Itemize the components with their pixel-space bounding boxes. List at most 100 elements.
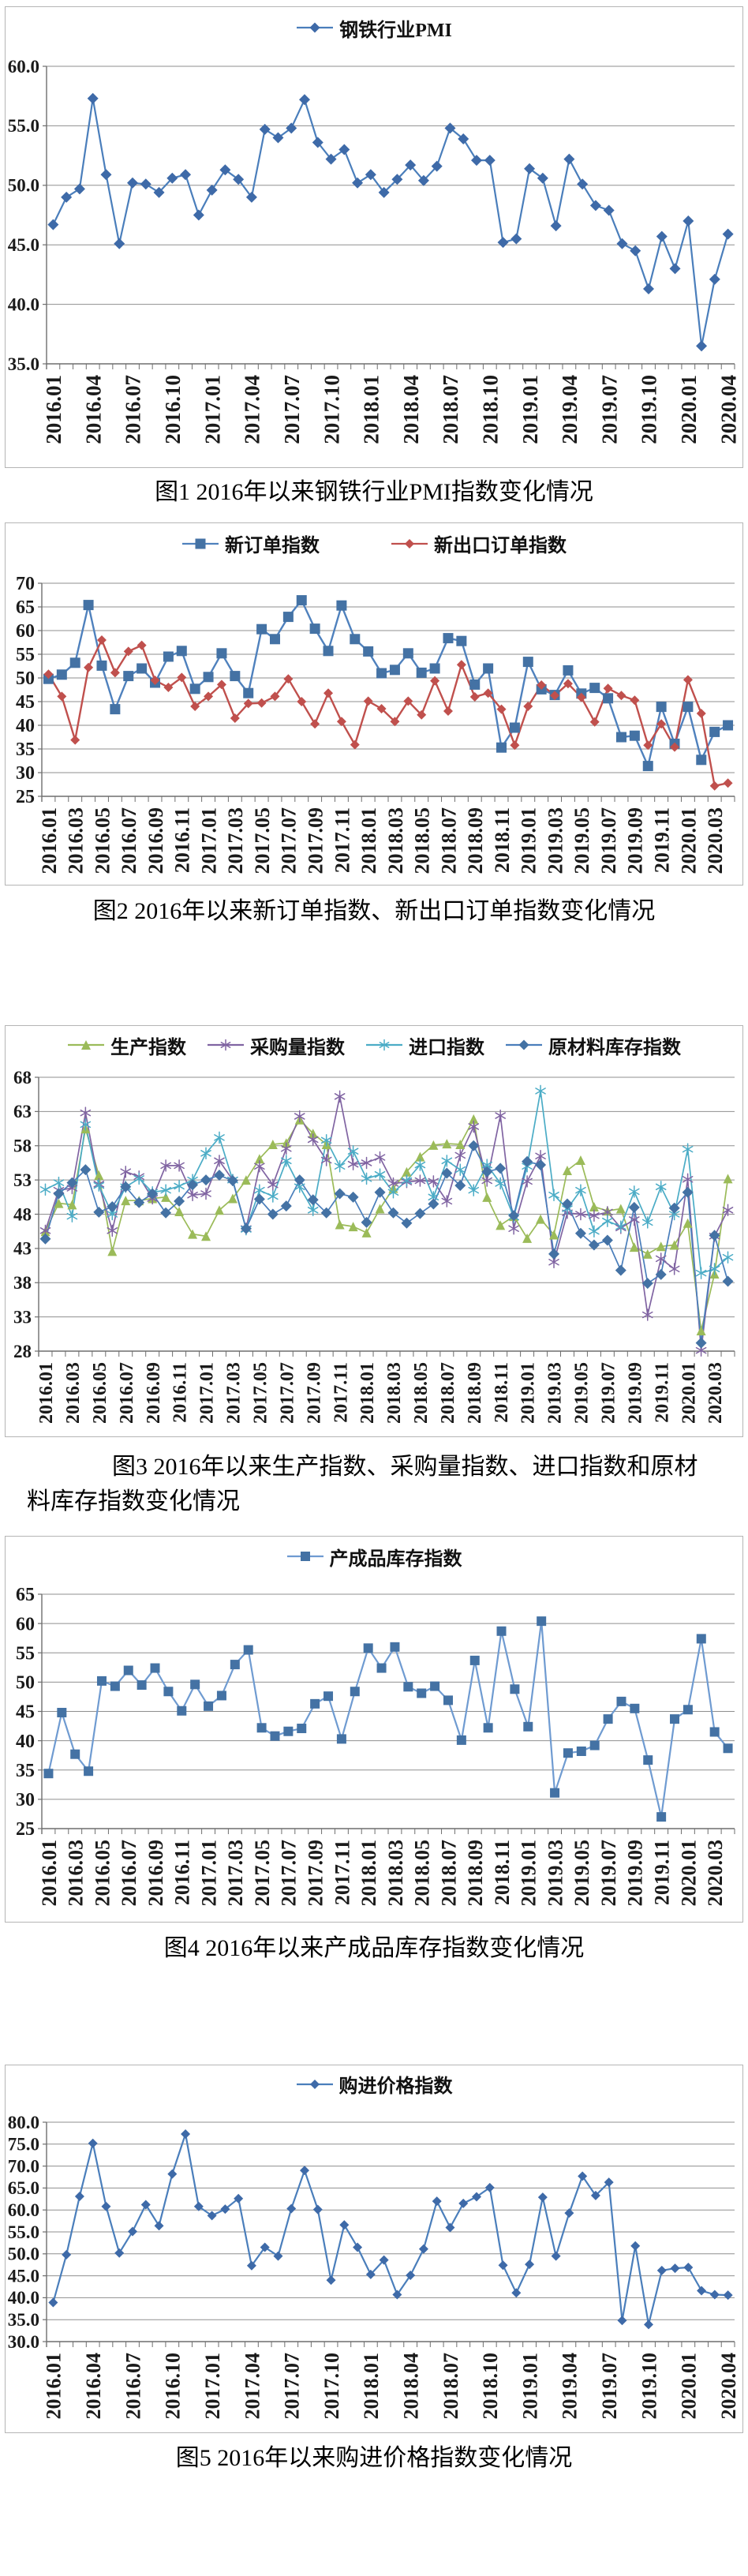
svg-text:2018.05: 2018.05 <box>411 1840 434 1907</box>
svg-text:58: 58 <box>13 1136 32 1156</box>
svg-text:2017.11: 2017.11 <box>331 807 353 873</box>
svg-text:40: 40 <box>16 716 35 736</box>
figure-4-caption: 图4 2016年以来产成品库存指数变化情况 <box>163 1935 585 1961</box>
svg-text:48: 48 <box>13 1204 32 1224</box>
svg-text:55: 55 <box>16 645 35 665</box>
legend-marker-square-icon <box>182 538 219 549</box>
svg-text:2019.09: 2019.09 <box>624 807 647 874</box>
svg-text:2020.04: 2020.04 <box>716 375 740 444</box>
svg-text:25: 25 <box>16 787 35 807</box>
report-page: 钢铁行业PMI 60.0 55.0 50.0 45.0 40.0 35.0 2016.01 2… <box>5 6 743 2473</box>
figure-1-frame: 钢铁行业PMI 60.0 55.0 50.0 45.0 40.0 35.0 2016.01 2… <box>5 6 743 468</box>
svg-text:2018.07: 2018.07 <box>439 375 462 444</box>
svg-text:2017.04: 2017.04 <box>241 375 264 444</box>
chart-5-legend: 购进价格指数 <box>6 2065 742 2103</box>
svg-text:55.0: 55.0 <box>8 116 39 136</box>
svg-text:2019.01: 2019.01 <box>518 1840 540 1907</box>
svg-text:2016.03: 2016.03 <box>65 807 88 874</box>
svg-text:60: 60 <box>16 1614 35 1634</box>
chart-3-plot: 68 63 58 53 48 43 38 33 28 2016.01 2016.03 2016.05 2… <box>6 1064 742 1436</box>
chart-1-plot: 60.0 55.0 50.0 45.0 40.0 35.0 2016.01 2016.04 20… <box>6 48 742 467</box>
svg-text:60: 60 <box>16 621 35 642</box>
svg-text:2017.04: 2017.04 <box>241 2353 264 2420</box>
svg-text:53: 53 <box>13 1170 32 1190</box>
svg-text:2018.11: 2018.11 <box>491 807 514 873</box>
svg-text:2019.01: 2019.01 <box>518 375 542 444</box>
svg-text:65: 65 <box>16 1585 35 1605</box>
svg-text:2018.03: 2018.03 <box>384 1840 407 1907</box>
svg-text:2017.07: 2017.07 <box>280 375 304 444</box>
svg-text:35: 35 <box>16 739 35 760</box>
chart-3-legend: 生产指数 采购量指数 进口指数 原材料库存指数 <box>6 1026 742 1064</box>
svg-text:63: 63 <box>13 1102 32 1121</box>
svg-text:2019.03: 2019.03 <box>544 807 567 874</box>
svg-text:2018.07: 2018.07 <box>439 2353 462 2420</box>
svg-text:2016.01: 2016.01 <box>36 1362 57 1424</box>
svg-text:2016.07: 2016.07 <box>122 2353 144 2420</box>
svg-text:2016.03: 2016.03 <box>63 1362 84 1424</box>
svg-text:75.0: 75.0 <box>8 2134 39 2154</box>
svg-text:2016.04: 2016.04 <box>81 375 105 444</box>
svg-text:2017.07: 2017.07 <box>278 807 301 874</box>
svg-text:2016.07: 2016.07 <box>122 375 145 444</box>
figure-5: 购进价格指数 80.0 75.0 70.0 65.0 60.0 55.0 50.0 45.0 4… <box>5 2064 743 2473</box>
svg-text:2019.10: 2019.10 <box>638 2353 660 2420</box>
legend-item-label: 钢铁行业PMI <box>339 20 452 41</box>
svg-text:2016.11: 2016.11 <box>170 1362 191 1423</box>
legend-marker-square-icon <box>286 1552 324 1561</box>
svg-text:50.0: 50.0 <box>8 2244 39 2263</box>
svg-text:2017.01: 2017.01 <box>200 375 224 444</box>
svg-text:2018.11: 2018.11 <box>492 1362 512 1423</box>
svg-text:40.0: 40.0 <box>8 2288 39 2308</box>
legend-item-label: 购进价格指数 <box>338 2076 453 2097</box>
svg-text:30: 30 <box>16 1790 35 1810</box>
chart-1-legend: 钢铁行业PMI <box>6 7 742 48</box>
svg-text:2016.01: 2016.01 <box>38 807 61 874</box>
svg-text:80.0: 80.0 <box>8 2112 39 2132</box>
svg-text:60.0: 60.0 <box>8 57 39 77</box>
svg-text:40: 40 <box>16 1732 35 1752</box>
svg-text:2017.07: 2017.07 <box>278 1840 301 1907</box>
figure-1-caption: 图1 2016年以来钢铁行业PMI指数变化情况 <box>155 479 593 505</box>
legend-item: 钢铁行业PMI <box>296 14 452 42</box>
svg-text:35: 35 <box>16 1761 35 1781</box>
legend-item: 新订单指数 <box>181 530 320 557</box>
svg-text:35.0: 35.0 <box>8 354 39 374</box>
svg-text:2016.03: 2016.03 <box>65 1840 88 1907</box>
legend-item-label: 进口指数 <box>409 1037 484 1058</box>
svg-text:55.0: 55.0 <box>8 2222 39 2241</box>
legend-marker-asterisk-icon <box>208 1039 244 1051</box>
svg-text:2018.07: 2018.07 <box>437 1840 460 1907</box>
svg-text:2019.03: 2019.03 <box>545 1362 566 1424</box>
svg-text:2017.03: 2017.03 <box>224 1362 245 1424</box>
svg-text:28: 28 <box>13 1342 32 1361</box>
svg-text:2018.01: 2018.01 <box>357 1840 380 1907</box>
svg-text:50.0: 50.0 <box>8 176 39 196</box>
svg-text:65: 65 <box>16 597 35 618</box>
legend-item-label: 新出口订单指数 <box>434 536 567 556</box>
chart-5-plot: 80.0 75.0 70.0 65.0 60.0 55.0 50.0 45.0 40.0 35.0… <box>6 2103 742 2432</box>
legend-item-label: 新订单指数 <box>225 536 320 556</box>
svg-text:2019.03: 2019.03 <box>544 1840 567 1907</box>
svg-text:2020.03: 2020.03 <box>705 1362 726 1424</box>
svg-text:2019.01: 2019.01 <box>518 807 540 874</box>
legend-item: 生产指数 <box>67 1032 186 1059</box>
svg-text:2018.10: 2018.10 <box>478 375 502 444</box>
legend-marker-asterisk-icon <box>366 1039 402 1051</box>
chart-5-svg: 80.075.070.065.060.0 55.0 50.0 45.040.035.0… <box>8 2112 740 2420</box>
legend-item: 采购量指数 <box>207 1032 345 1059</box>
svg-text:2019.05: 2019.05 <box>570 1840 593 1907</box>
legend-item-label: 原材料库存指数 <box>548 1037 681 1058</box>
svg-text:2017.09: 2017.09 <box>304 1840 327 1907</box>
svg-text:2019.01: 2019.01 <box>518 1362 539 1424</box>
svg-text:2017.07: 2017.07 <box>277 1362 297 1424</box>
legend-item: 新出口订单指数 <box>391 530 567 557</box>
svg-text:2016.07: 2016.07 <box>117 1362 137 1424</box>
legend-item: 产成品库存指数 <box>286 1543 462 1571</box>
figure-3-caption: 图3 2016年以来生产指数、采购量指数、进口指数和原材料库存指数变化情况 <box>27 1454 698 1515</box>
svg-text:2018.10: 2018.10 <box>479 2353 502 2420</box>
legend-item-label: 产成品库存指数 <box>329 1548 462 1570</box>
svg-text:2018.01: 2018.01 <box>357 1362 378 1424</box>
svg-text:2019.11: 2019.11 <box>652 1362 672 1423</box>
figure-3-frame: 生产指数 采购量指数 进口指数 原材料库存指数 68 63 58 53 48 43 38 33 28 2… <box>5 1025 743 1437</box>
